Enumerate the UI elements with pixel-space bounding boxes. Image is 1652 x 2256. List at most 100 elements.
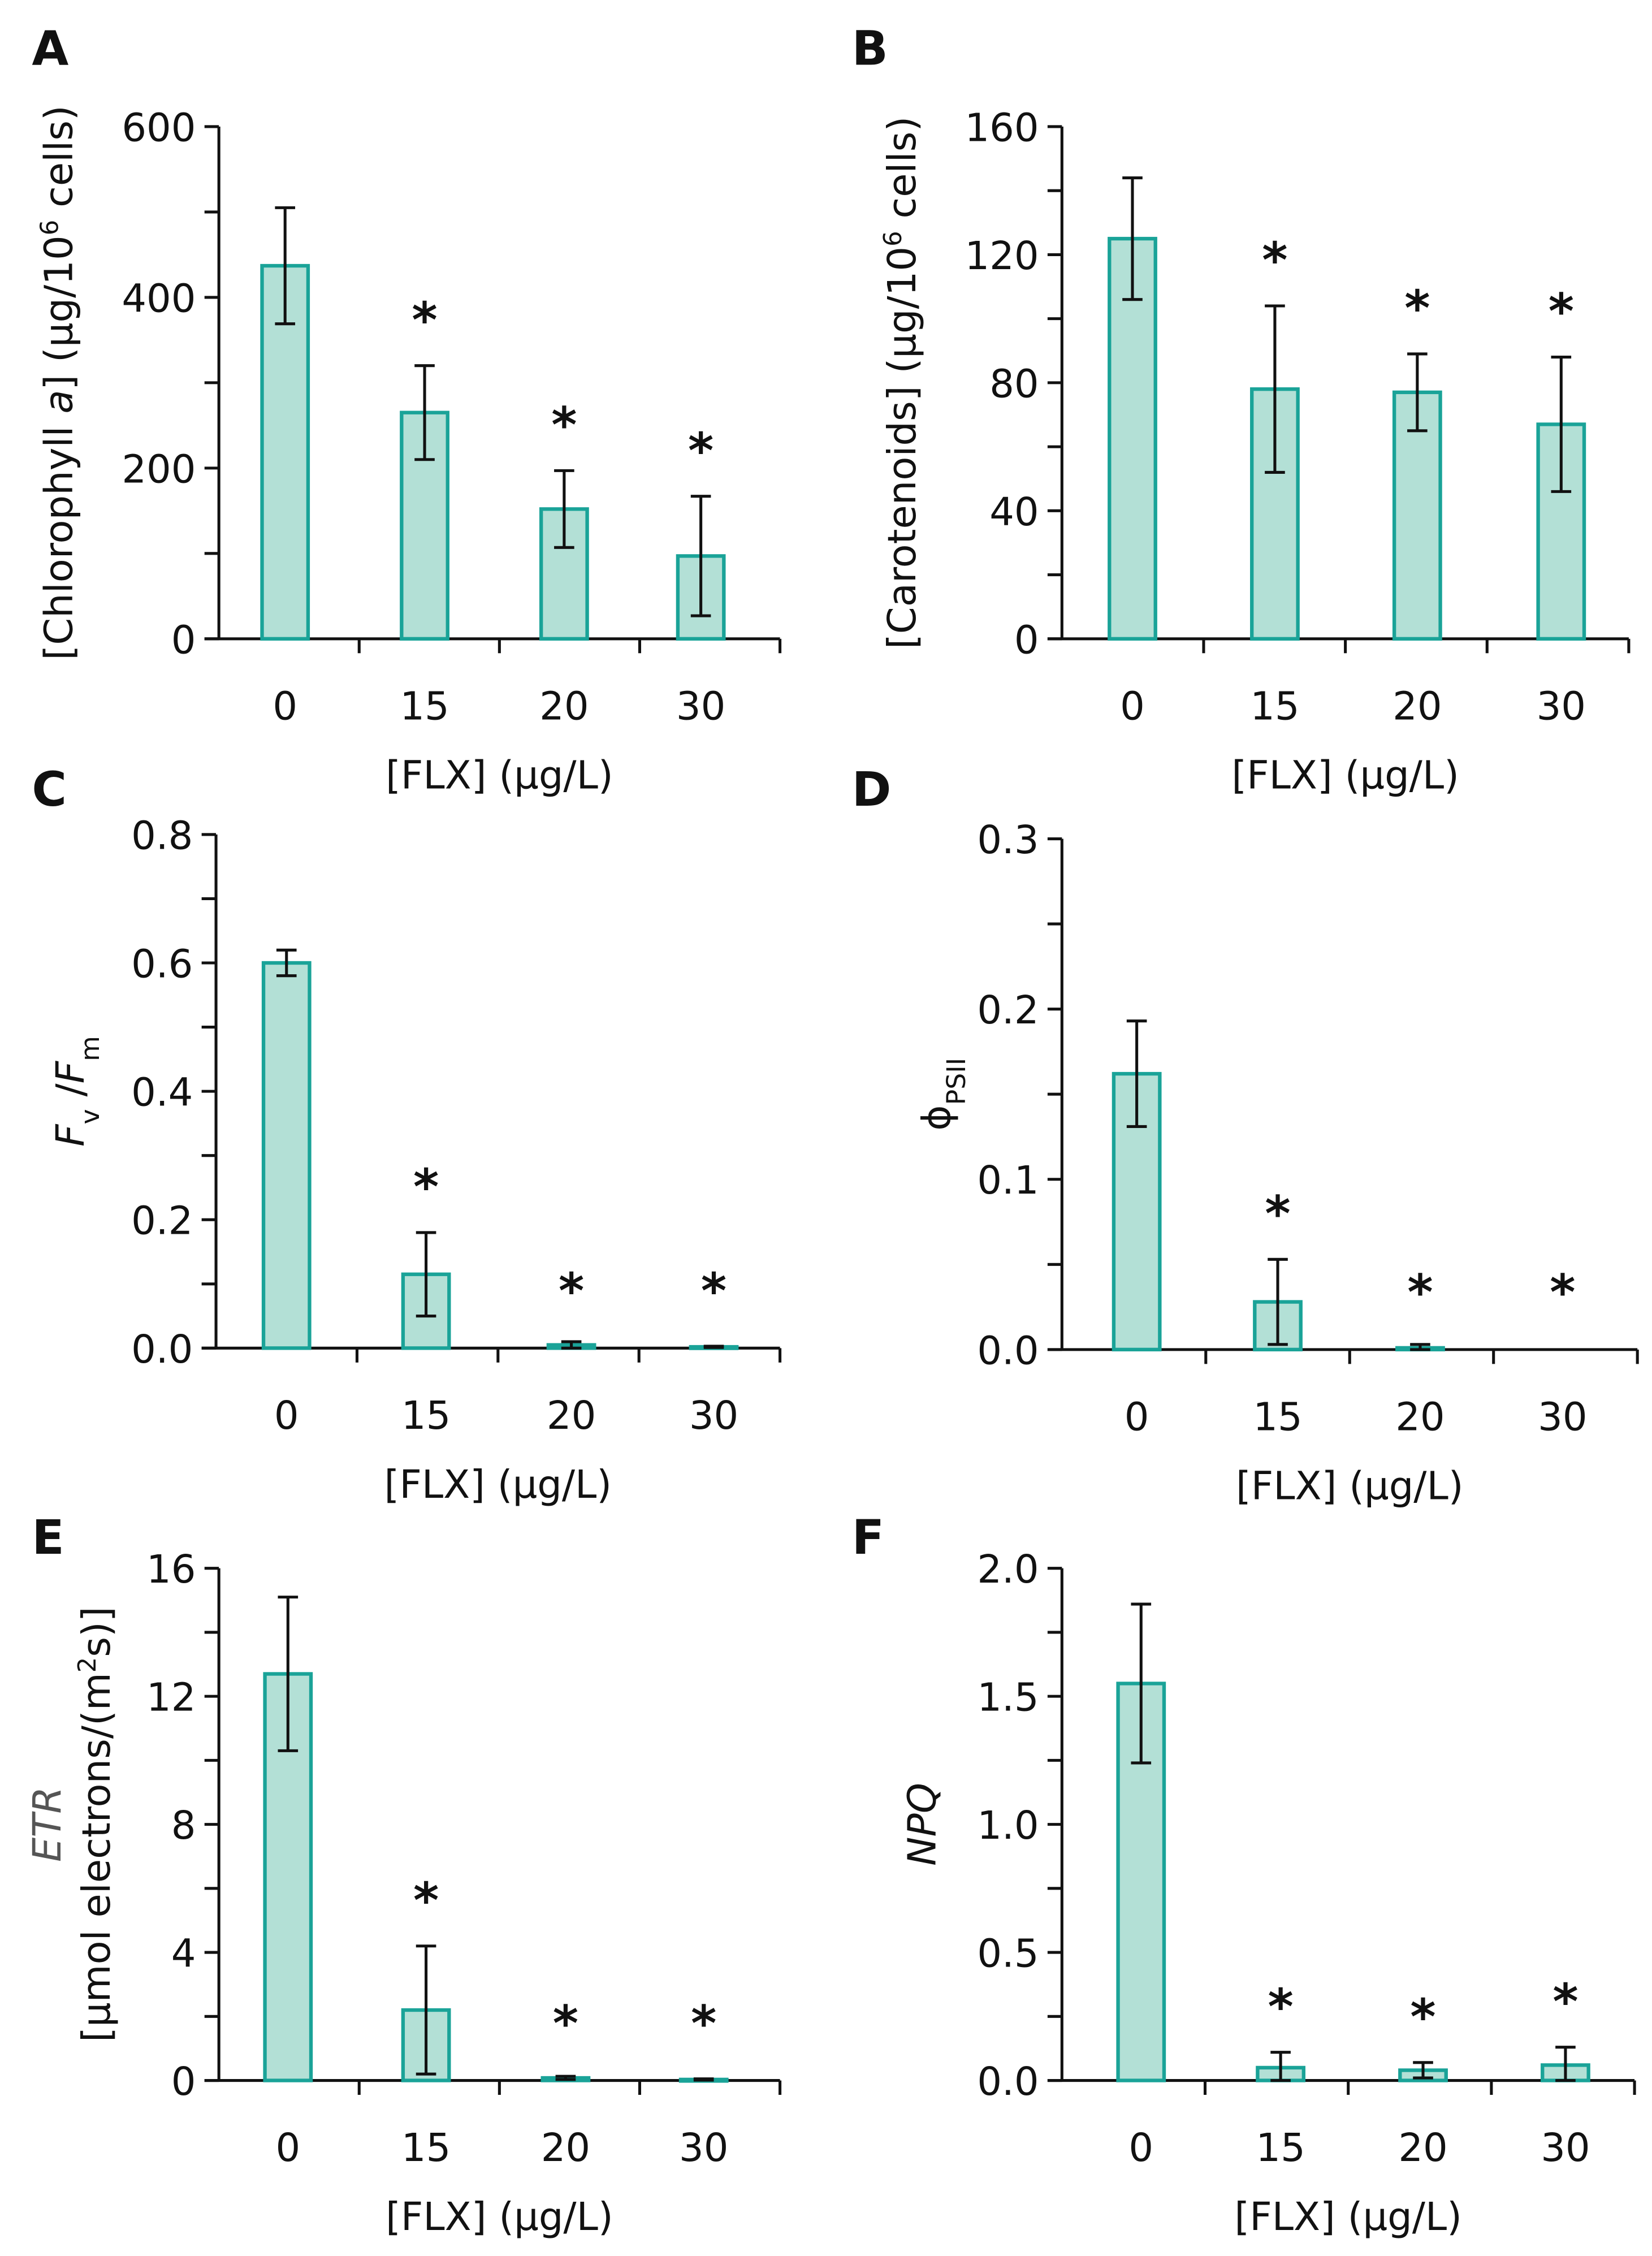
y-axis-label: ETR xyxy=(25,1787,70,1862)
label-part: F xyxy=(48,1060,93,1083)
label-part: a xyxy=(37,390,82,414)
x-axis-label: [FLX] (µg/L) xyxy=(1231,753,1459,798)
label-part: ϕ xyxy=(914,1105,959,1130)
x-tick-label: 0 xyxy=(1128,2125,1153,2171)
label-part: 6 xyxy=(879,231,907,247)
y-tick-label: 0.2 xyxy=(131,1199,193,1244)
x-tick-label: 30 xyxy=(1537,684,1586,729)
significance-star: * xyxy=(1407,1265,1433,1321)
y-tick-label: 0 xyxy=(171,2059,196,2104)
y-tick-label: 0.4 xyxy=(131,1070,193,1116)
significance-star: * xyxy=(1404,280,1430,337)
label-part: 2 xyxy=(73,1657,102,1673)
label-part: s)] xyxy=(74,1606,119,1657)
x-tick-label: 15 xyxy=(400,684,449,729)
significance-star: * xyxy=(1268,1979,1293,2035)
label-part: [µmol electrons/(m xyxy=(74,1672,119,2042)
x-axis-label: [FLX] (µg/L) xyxy=(386,2194,613,2240)
label-part: cells) xyxy=(880,116,925,231)
y-tick-label: 160 xyxy=(965,105,1039,150)
y-tick-label: 200 xyxy=(122,447,196,492)
significance-star: * xyxy=(1552,1974,1578,2030)
y-tick-label: 1.5 xyxy=(977,1675,1039,1721)
y-axis-label: NPQ xyxy=(899,1783,945,1866)
y-axis-label: [Chlorophyll a] (µg/106 cells) xyxy=(36,105,82,660)
y-tick-label: 0.3 xyxy=(977,818,1039,863)
x-tick-label: 15 xyxy=(401,2125,451,2171)
y-axis-label: [Carotenoids] (µg/106 cells) xyxy=(879,116,925,649)
label-part: F xyxy=(48,1123,93,1147)
significance-star: * xyxy=(1549,284,1574,340)
x-tick-label: 15 xyxy=(401,1393,451,1438)
y-axis-label-units: [µmol electrons/(m2s)] xyxy=(73,1606,119,2042)
label-part: PSII xyxy=(941,1058,971,1105)
x-tick-label: 30 xyxy=(679,2125,728,2171)
significance-star: * xyxy=(1410,1989,1435,2046)
y-tick-label: 0 xyxy=(1014,617,1039,663)
y-tick-label: 0.8 xyxy=(131,813,193,858)
bar-0 xyxy=(260,263,310,641)
x-tick-label: 30 xyxy=(676,684,725,729)
panel-C: C 0.0 0.2 0.4 0.6 0.8 0 * 15 * 20 * 30 [FLX] (µg/L) Fv… xyxy=(32,762,782,1507)
x-tick-label: 30 xyxy=(689,1393,738,1438)
significance-star: * xyxy=(559,1263,584,1320)
bar-15 xyxy=(1250,387,1300,641)
y-tick-label: 0.0 xyxy=(131,1327,193,1372)
y-tick-label: 40 xyxy=(989,490,1039,535)
label-part: / xyxy=(48,1083,93,1109)
label-part: [Carotenoids] (µg/10 xyxy=(880,247,925,649)
x-tick-label: 15 xyxy=(1250,684,1299,729)
significance-star: * xyxy=(688,423,713,479)
x-tick-label: 30 xyxy=(1541,2125,1590,2171)
y-tick-label: 0.6 xyxy=(131,941,193,987)
y-tick-label: 120 xyxy=(965,234,1039,279)
panel-letter: F xyxy=(852,1510,884,1565)
panel-letter: B xyxy=(852,21,888,76)
x-tick-label: 0 xyxy=(274,1393,299,1438)
panel-F: F 0.0 0.5 1.0 1.5 2.0 0 * 15 * 20 * 30 [FLX] (µg/L) NP… xyxy=(852,1510,1636,2240)
label-part: cells) xyxy=(37,105,82,220)
panel-letter: E xyxy=(32,1510,64,1565)
y-tick-label: 4 xyxy=(171,1931,196,1977)
x-axis-label: [FLX] (µg/L) xyxy=(384,1462,612,1507)
x-tick-label: 0 xyxy=(273,684,297,729)
panel-letter: C xyxy=(32,762,67,817)
y-axis-label: Fv /Fm xyxy=(48,1036,105,1147)
label-part: [Chlorophyll xyxy=(37,414,82,660)
x-tick-label: 20 xyxy=(1398,2125,1447,2171)
significance-star: * xyxy=(413,1159,439,1216)
panel-letter: A xyxy=(32,21,68,76)
y-tick-label: 16 xyxy=(146,1547,196,1592)
x-axis-label: [FLX] (µg/L) xyxy=(386,753,613,798)
y-tick-label: 0.5 xyxy=(977,1931,1039,1977)
significance-star: * xyxy=(691,1995,716,2052)
y-axis-label: ϕPSII xyxy=(914,1058,971,1131)
y-tick-label: 0.0 xyxy=(977,1328,1039,1373)
x-tick-label: 20 xyxy=(541,2125,590,2171)
x-tick-label: 20 xyxy=(547,1393,596,1438)
bar-0 xyxy=(261,961,312,1350)
x-tick-label: 0 xyxy=(1125,1394,1149,1440)
x-tick-label: 20 xyxy=(1392,684,1442,729)
y-tick-label: 80 xyxy=(989,361,1039,407)
x-tick-label: 30 xyxy=(1538,1394,1587,1440)
significance-star: * xyxy=(1265,1186,1290,1242)
y-tick-label: 400 xyxy=(122,276,196,321)
x-axis-label: [FLX] (µg/L) xyxy=(1234,2194,1462,2240)
x-tick-label: 15 xyxy=(1256,2125,1305,2171)
y-tick-label: 0.0 xyxy=(977,2059,1039,2104)
significance-star: * xyxy=(701,1263,726,1320)
y-tick-label: 12 xyxy=(146,1675,196,1721)
x-tick-label: 0 xyxy=(1120,684,1145,729)
y-tick-label: 0.2 xyxy=(977,988,1039,1033)
y-tick-label: 1.0 xyxy=(977,1803,1039,1848)
significance-star: * xyxy=(551,397,577,453)
label-part: ETR xyxy=(25,1787,70,1862)
y-tick-label: 0.1 xyxy=(977,1158,1039,1203)
label-part: m xyxy=(75,1036,105,1061)
y-tick-label: 0 xyxy=(171,617,196,663)
panel-B: B 0 40 80 120 160 0 * 15 * 20 * 30 [FLX] (µg/L) [Carot… xyxy=(852,21,1631,798)
label-part: 6 xyxy=(36,220,64,236)
x-tick-label: 0 xyxy=(275,2125,300,2171)
